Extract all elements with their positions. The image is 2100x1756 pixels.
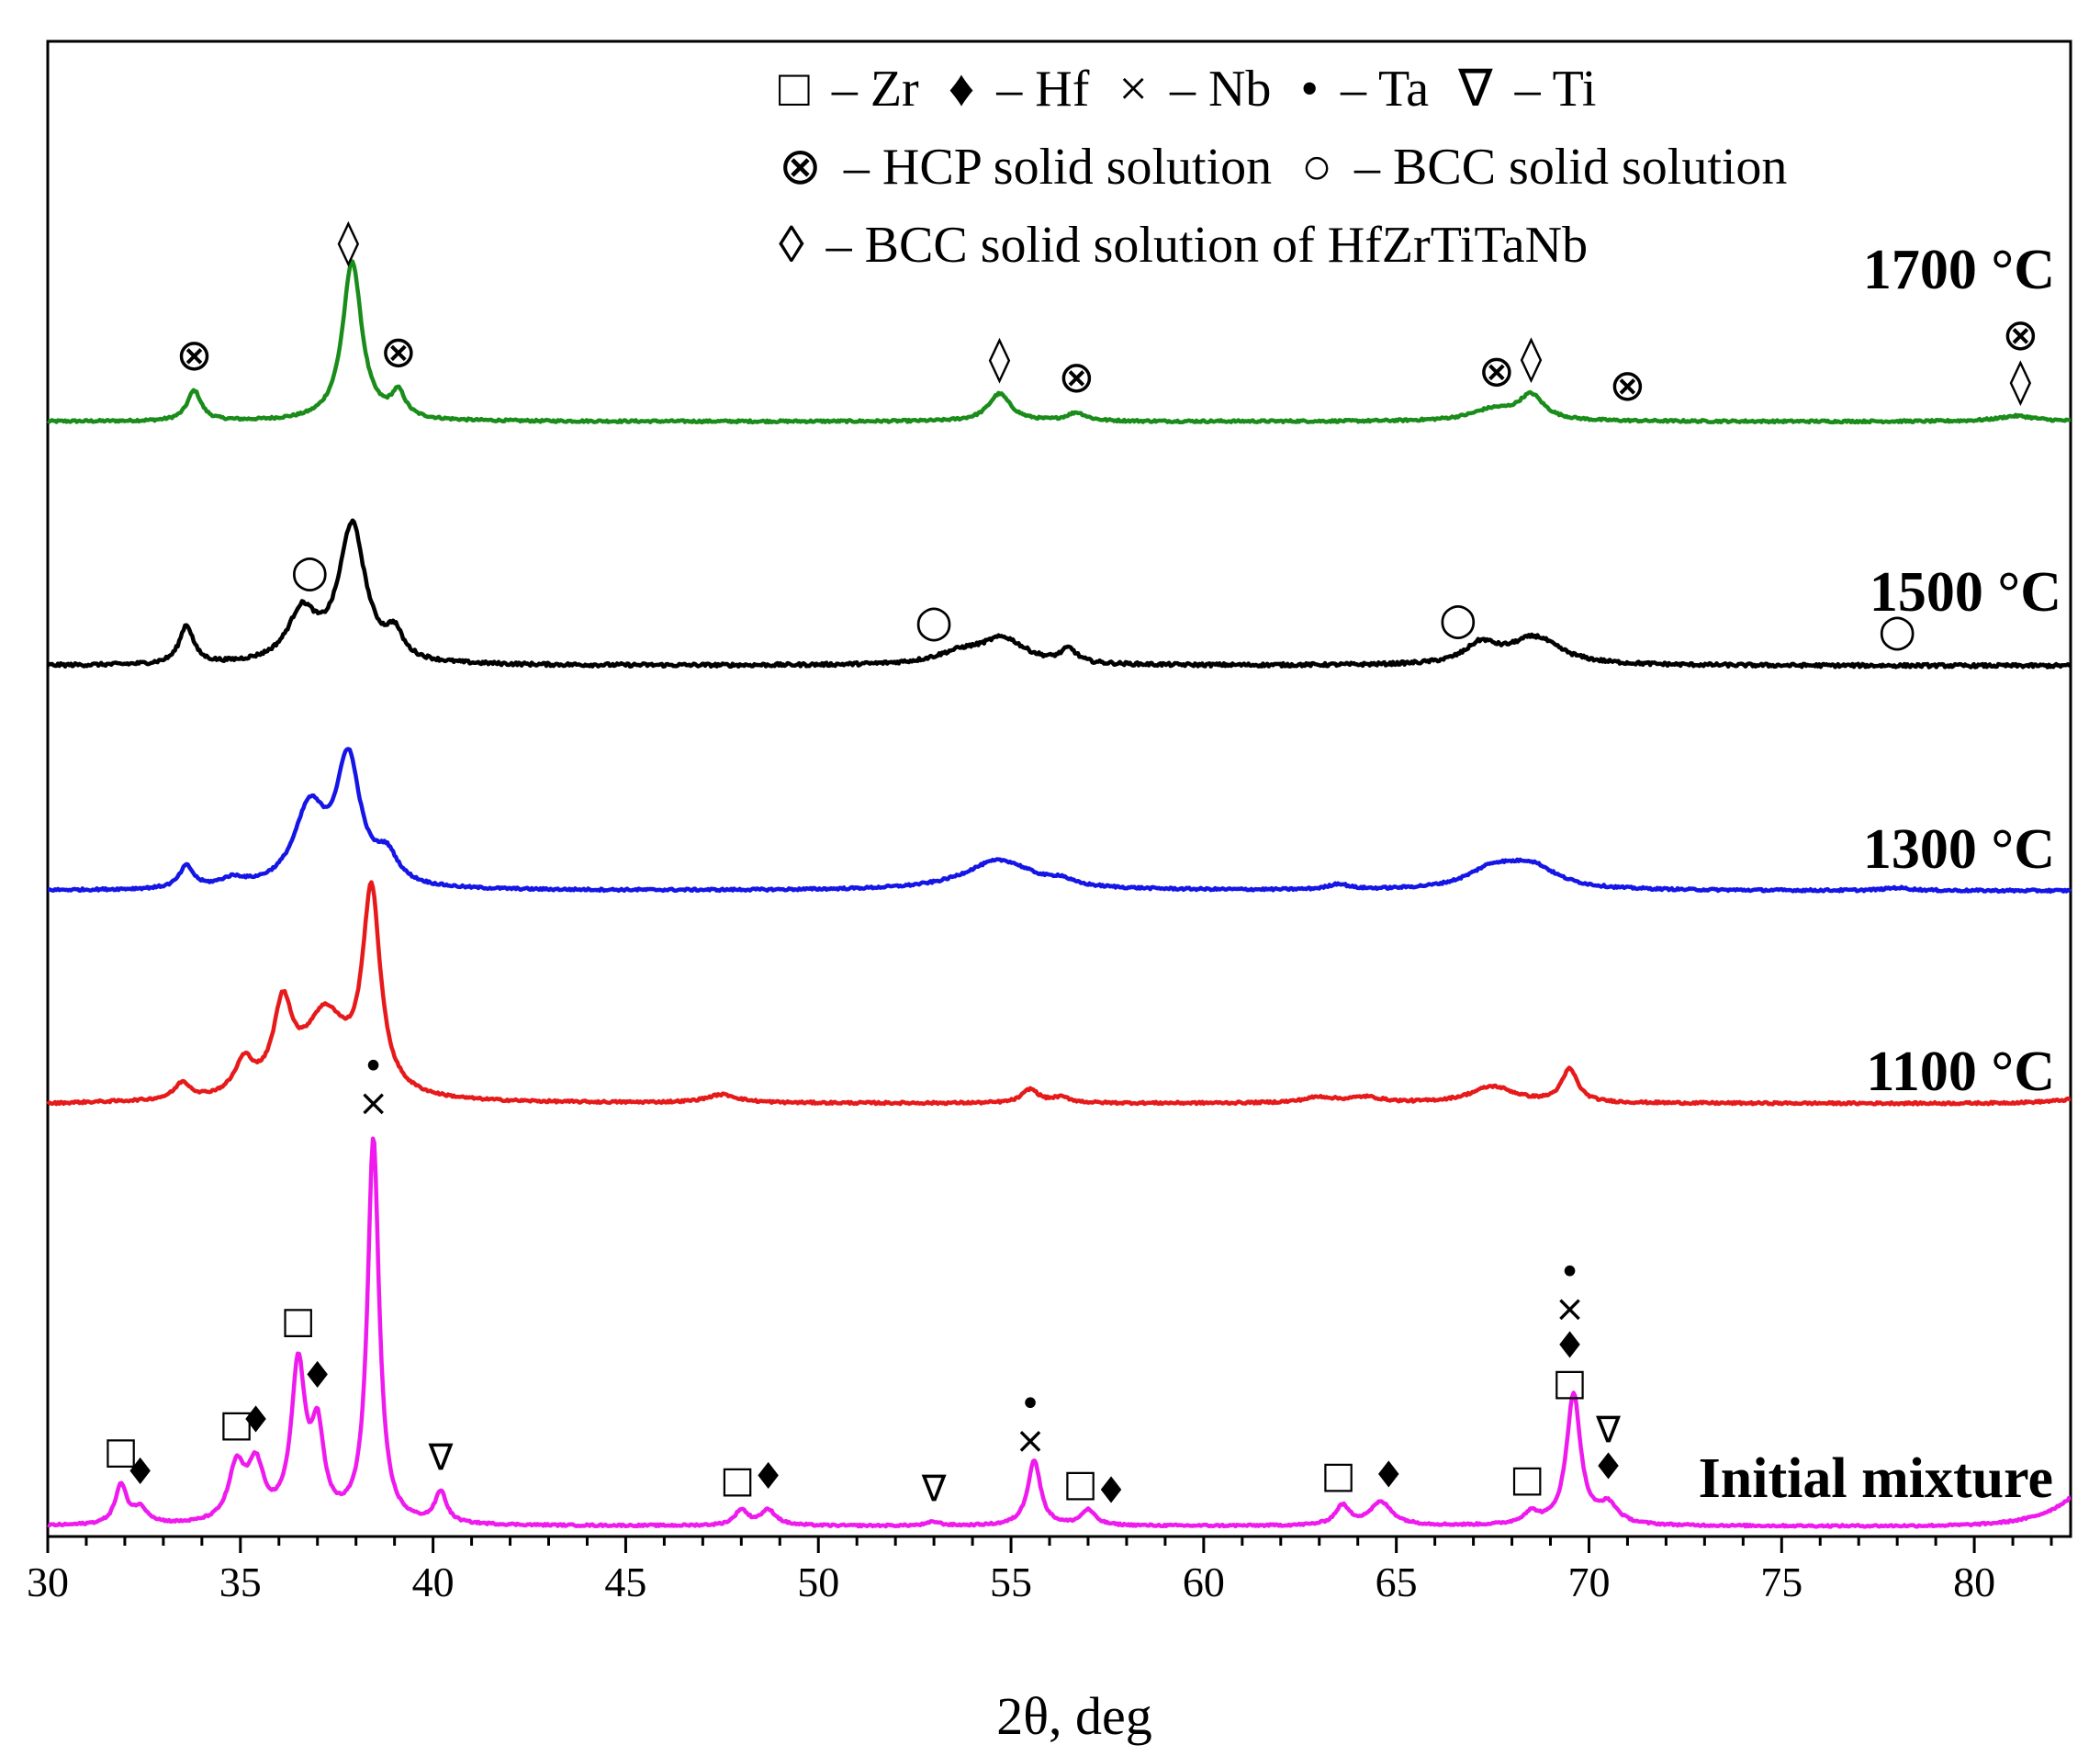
peak-marker-4-0: ⊗ <box>1058 352 1095 403</box>
series-initial-mixture <box>47 1136 2072 1529</box>
label-1100: 1100 °C <box>1866 1041 2055 1103</box>
legend-hea-text: – BCC solid solution of HfZrTiTaNb <box>825 217 1588 274</box>
peak-marker-20-0: ∇ <box>428 1436 454 1479</box>
peak-marker-16-0: ♦ <box>240 1400 273 1442</box>
peak-marker-27-0: □ <box>1321 1455 1356 1497</box>
legend: □ – Zr ♦ – Hf × – Nb • – Ta ∇ – Ti ⊗ – H… <box>779 61 1787 274</box>
x-tick-label-40: 40 <box>412 1559 455 1605</box>
peak-marker-1-0: ◊ <box>337 217 359 268</box>
peak-marker-22-0: ♦ <box>752 1456 785 1498</box>
series-1300-c <box>47 747 2072 895</box>
peak-marker-26-0: ♦ <box>1095 1470 1128 1513</box>
legend-zr-text: – Zr <box>831 61 919 118</box>
plot-frame <box>46 39 2072 1538</box>
peak-marker-17-0: □ <box>281 1300 316 1342</box>
peak-marker-12-0: ○ <box>1878 605 1916 657</box>
peak-marker-8-0: ⊗ <box>2002 310 2038 361</box>
legend-hcp-symbol: ⊗ <box>779 139 822 196</box>
legend-bcc-symbol: ○ <box>1301 139 1332 196</box>
peak-marker-30-1: × <box>1555 1289 1586 1331</box>
x-tick-label-35: 35 <box>219 1559 262 1605</box>
peak-marker-24-0: • <box>1019 1383 1041 1425</box>
legend-hf-symbol: ♦ <box>949 61 975 118</box>
x-tick-label-45: 45 <box>604 1559 646 1605</box>
peak-marker-3-0: ◊ <box>989 333 1011 385</box>
x-tick-label-75: 75 <box>1760 1559 1802 1605</box>
x-tick-label-70: 70 <box>1567 1559 1610 1605</box>
legend-ti-text: – Ti <box>1514 61 1597 118</box>
peak-marker-8-1: ◊ <box>2010 355 2032 407</box>
series-layer <box>46 259 2072 1529</box>
series-1700-c <box>46 259 2072 425</box>
peak-marker-30-0: • <box>1559 1252 1581 1294</box>
peak-marker-23-0: ∇ <box>921 1469 947 1511</box>
peak-marker-6-0: ◊ <box>1521 332 1543 384</box>
legend-hf-text: – Hf <box>995 61 1089 118</box>
x-tick-label-55: 55 <box>990 1559 1032 1605</box>
peak-marker-7-0: ⊗ <box>1609 360 1645 411</box>
x-tick-label-80: 80 <box>1953 1559 1995 1605</box>
legend-nb-text: – Nb <box>1169 61 1271 118</box>
peak-marker-9-0: ○ <box>290 546 329 597</box>
legend-bcc-text: – BCC solid solution <box>1353 139 1787 196</box>
x-tick-label-65: 65 <box>1376 1559 1418 1605</box>
legend-zr-symbol: □ <box>779 61 810 118</box>
peak-marker-19-0: • <box>363 1046 385 1088</box>
legend-hcp-text: – HCP solid solution <box>843 139 1272 196</box>
x-tick-label-60: 60 <box>1183 1559 1225 1605</box>
peak-marker-15-0: □ <box>219 1403 254 1446</box>
peak-marker-31-1: ♦ <box>1592 1446 1625 1488</box>
peak-marker-29-0: □ <box>1510 1458 1544 1501</box>
label-1300: 1300 °C <box>1863 818 2055 881</box>
x-tick-label-50: 50 <box>797 1559 839 1605</box>
peak-marker-18-0: ♦ <box>301 1355 334 1397</box>
peak-marker-30-3: □ <box>1553 1362 1588 1404</box>
peak-marker-21-0: □ <box>720 1458 755 1501</box>
peak-marker-24-1: × <box>1015 1420 1046 1462</box>
peak-marker-30-2: ♦ <box>1554 1325 1587 1368</box>
peak-marker-25-0: □ <box>1063 1462 1098 1504</box>
legend-ta-symbol: • <box>1300 61 1319 118</box>
legend-line-2: ⊗ – HCP solid solution ○ – BCC solid sol… <box>779 139 1787 196</box>
legend-line-3: ◊ – BCC solid solution of HfZrTiTaNb <box>779 217 1588 274</box>
label-1700: 1700 °C <box>1863 239 2055 301</box>
peak-marker-28-0: ♦ <box>1372 1455 1405 1497</box>
x-axis-title: 2θ, deg <box>996 1686 1152 1746</box>
peak-marker-14-0: ♦ <box>124 1451 157 1493</box>
label-initial-mixture: Initial mixture <box>1699 1447 2053 1510</box>
legend-hea-symbol: ◊ <box>779 217 804 274</box>
peak-marker-31-0: ∇ <box>1595 1409 1621 1451</box>
legend-ta-text: – Ta <box>1340 61 1429 118</box>
peak-annotations: ⊗◊⊗ ◊ ⊗ ⊗ ◊⊗⊗◊○○ ○ ○□♦□♦□♦•×∇□♦ ∇•×□♦ □ ♦ □•×♦□∇♦ <box>104 217 2039 1513</box>
peak-marker-13-0: □ <box>104 1430 139 1472</box>
series-1100-c <box>46 880 2072 1107</box>
temperature-labels: 1700 °C 1500 °C 1300 °C 1100 °C Initial … <box>1699 239 2061 1510</box>
x-axis-ticks: 30 35 40 45 50 55 60 65 70 75 80 <box>27 1536 2053 1605</box>
series-1500-c <box>46 518 2072 670</box>
peak-marker-2-0: ⊗ <box>380 327 417 378</box>
legend-line-1: □ – Zr ♦ – Hf × – Nb • – Ta ∇ – Ti <box>779 61 1596 118</box>
peak-marker-19-1: × <box>358 1083 389 1125</box>
peak-marker-11-0: ○ <box>1439 593 1477 645</box>
legend-nb-symbol: × <box>1118 61 1148 118</box>
label-1500: 1500 °C <box>1870 561 2061 624</box>
peak-marker-0-0: ⊗ <box>175 330 212 381</box>
peak-marker-5-0: ⊗ <box>1478 346 1515 398</box>
peak-marker-10-0: ○ <box>915 595 953 647</box>
x-tick-label-30: 30 <box>27 1559 69 1605</box>
legend-ti-symbol: ∇ <box>1457 61 1493 118</box>
